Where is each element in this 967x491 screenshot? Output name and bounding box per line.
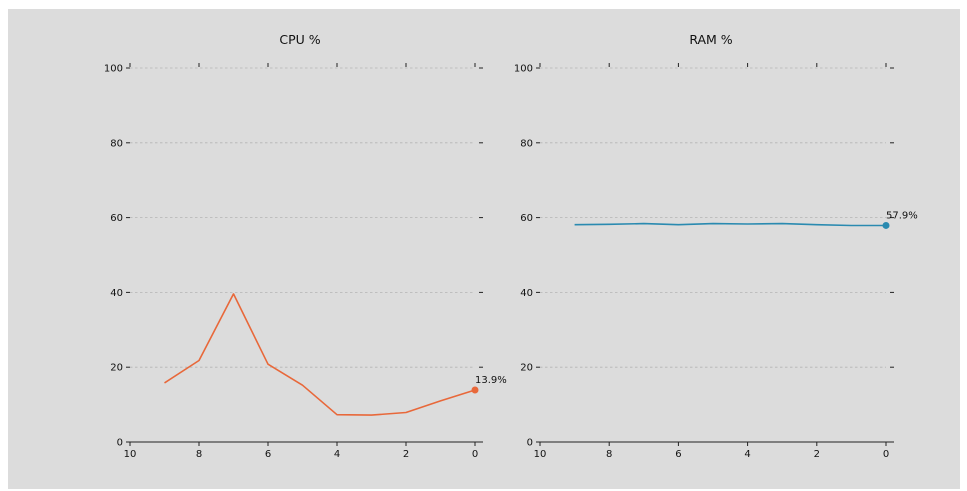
chart2-xtick-label: 0	[883, 449, 889, 460]
chart1-xtick-label: 6	[265, 449, 271, 460]
chart1-xtick-label: 0	[472, 449, 478, 460]
chart1-series-line	[164, 293, 476, 416]
chart2-series-line	[574, 222, 886, 227]
chart1-ytick-label: 20	[110, 363, 123, 374]
chart2-xtick-label: 6	[675, 449, 681, 460]
chart2-xtick-label: 4	[744, 449, 750, 460]
figure-background: CPU % 0 20 40 60 80 100 10 8 6 4 2 0 13.9% RAM % 0 20 40 6…	[8, 9, 960, 489]
chart1-xtick-label: 8	[196, 449, 202, 460]
chart2-last-point	[882, 221, 890, 229]
chart1-last-point	[471, 386, 479, 394]
chart1-ytick-label: 80	[110, 138, 123, 149]
chart2-xtick-label: 10	[534, 449, 547, 460]
chart2-xtick-label: 2	[814, 449, 820, 460]
chart2-ytick-label: 40	[520, 288, 533, 299]
chart1-xtick-label: 2	[403, 449, 409, 460]
chart1-xtick-label: 10	[124, 449, 137, 460]
chart2-ytick-label: 0	[527, 438, 533, 449]
chart2-title: RAM %	[689, 32, 732, 47]
chart1-xtick-label: 4	[334, 449, 340, 460]
chart2-ytick-label: 100	[514, 64, 533, 75]
chart1-last-value-label: 13.9%	[475, 375, 507, 386]
chart2-ytick-label: 20	[520, 363, 533, 374]
chart1-ytick-label: 40	[110, 288, 123, 299]
chart2-ytick-label: 60	[520, 213, 533, 224]
chart1-title: CPU %	[279, 32, 320, 47]
chart1-ytick-label: 0	[117, 438, 123, 449]
chart1-ytick-label: 100	[104, 64, 123, 75]
chart1-ytick-label: 60	[110, 213, 123, 224]
chart2-last-value-label: 57.9%	[886, 210, 918, 221]
chart2-xtick-label: 8	[606, 449, 612, 460]
chart2-ytick-label: 80	[520, 138, 533, 149]
